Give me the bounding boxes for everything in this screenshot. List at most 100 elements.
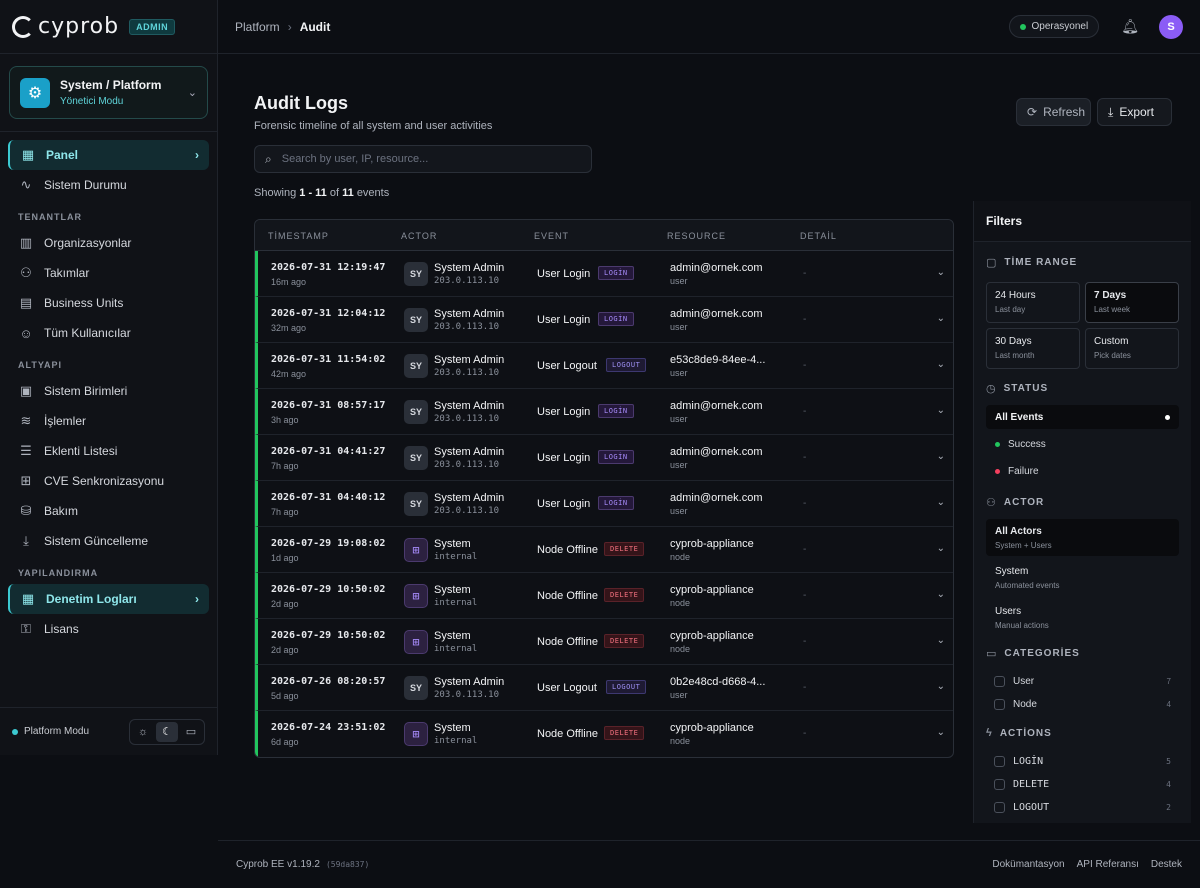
column-header[interactable]: EVENT (534, 231, 570, 241)
action-delete[interactable]: DELETE 4 (974, 773, 1191, 796)
sidebar-item-cve-senkronizasyonu[interactable]: ⊞ CVE Senkronizasyonu (8, 466, 209, 496)
time-range-30d[interactable]: 30 Days Last month (986, 328, 1080, 369)
sidebar-item-lisans[interactable]: ⚿ Lisans (8, 614, 209, 644)
actor-all[interactable]: All Actors System + Users (986, 519, 1179, 556)
export-button[interactable]: ⤓ Export (1097, 98, 1172, 126)
timestamp: 2026-07-31 08:57:17 (271, 400, 386, 411)
table-row[interactable]: 2026-07-31 04:41:27 7h ago SY System Adm… (255, 435, 953, 481)
chevron-down-icon[interactable]: ⌄ (936, 681, 945, 692)
resource-type: user (670, 368, 688, 378)
status-failure[interactable]: Failure (986, 459, 1179, 483)
sidebar-item-bakim[interactable]: ⛁ Bakım (8, 496, 209, 526)
search-input[interactable] (281, 153, 572, 165)
breadcrumb-item[interactable]: Platform (235, 19, 280, 34)
chevron-down-icon[interactable]: ⌄ (936, 497, 945, 508)
chevron-down-icon[interactable]: ⌄ (936, 589, 945, 600)
support-link[interactable]: Destek (1150, 859, 1182, 870)
avatar[interactable]: S (1159, 14, 1183, 39)
event-name: Node Offline (537, 590, 598, 602)
column-header[interactable]: DETAİL (800, 231, 837, 241)
action-login[interactable]: LOGİN 5 (974, 750, 1191, 773)
brand-logo[interactable]: cyprob (12, 14, 119, 39)
table-row[interactable]: 2026-07-29 10:50:02 2d ago ⊞ System inte… (255, 573, 953, 619)
category-user[interactable]: User 7 (974, 670, 1191, 693)
event-name: User Logout (537, 682, 597, 694)
chevron-down-icon[interactable]: ⌄ (936, 543, 945, 554)
docs-link[interactable]: Dokümantasyon (992, 859, 1065, 870)
checkbox[interactable] (994, 802, 1005, 813)
cpu-icon: ⊞ (404, 538, 428, 562)
sidebar-item-sistem-birimleri[interactable]: ▣ Sistem Birimleri (8, 376, 209, 406)
chevron-down-icon[interactable]: ⌄ (936, 267, 945, 278)
detail-value: - (803, 406, 807, 417)
time-range-custom[interactable]: Custom Pick dates (1085, 328, 1179, 369)
sidebar-item-tum-kullanicilar[interactable]: ☺ Tüm Kullanıcılar (8, 318, 209, 348)
refresh-label: Refresh (1043, 105, 1086, 119)
table-row[interactable]: 2026-07-31 11:54:02 42m ago SY System Ad… (255, 343, 953, 389)
actor-source: 203.0.113.10 (434, 276, 500, 286)
bell-icon[interactable]: 🔔︎ (1121, 18, 1139, 34)
action-logout[interactable]: LOGOUT 2 (974, 796, 1191, 819)
time-range-7d[interactable]: 7 Days Last week (1085, 282, 1179, 323)
sidebar-item-takimlar[interactable]: ⚇ Takımlar (8, 258, 209, 288)
chevron-down-icon[interactable]: ⌄ (936, 727, 945, 738)
table-row[interactable]: 2026-07-31 04:40:12 7h ago SY System Adm… (255, 481, 953, 527)
time-range-options: 24 Hours Last day 7 Days Last week 30 Days… (974, 282, 1191, 369)
checkbox[interactable] (994, 779, 1005, 790)
context-switcher[interactable]: ⚙ System / Platform Yönetici Modu ⌄ (9, 66, 208, 119)
status-all-events[interactable]: All Events (986, 405, 1179, 429)
resource-name: admin@ornek.com (670, 446, 763, 458)
table-row[interactable]: 2026-07-31 12:04:12 32m ago SY System Ad… (255, 297, 953, 343)
actor-avatar: SY (404, 308, 428, 332)
checkbox[interactable] (994, 676, 1005, 687)
sidebar-item-business-units[interactable]: ▤ Business Units (8, 288, 209, 318)
sidebar-item-sistem-durumu[interactable]: ∿ Sistem Durumu (8, 170, 209, 200)
table-row[interactable]: 2026-07-29 19:08:02 1d ago ⊞ System inte… (255, 527, 953, 573)
sun-icon[interactable]: ☼ (137, 725, 149, 738)
timestamp: 2026-07-24 23:51:02 (271, 722, 386, 733)
selected-dot (1165, 414, 1170, 420)
chevron-down-icon[interactable]: ⌄ (936, 451, 945, 462)
event-tag: DELETE (604, 542, 645, 556)
detail-value: - (803, 498, 807, 509)
table-row[interactable]: 2026-07-29 10:50:02 2d ago ⊞ System inte… (255, 619, 953, 665)
table-row[interactable]: 2026-07-26 08:20:57 5d ago SY System Adm… (255, 665, 953, 711)
monitor-icon[interactable]: ▭ (185, 726, 197, 738)
category-node[interactable]: Node 4 (974, 693, 1191, 716)
download-icon: ⤓ (1108, 104, 1114, 119)
column-header[interactable]: RESOURCE (667, 231, 727, 241)
chevron-down-icon[interactable]: ⌄ (936, 635, 945, 646)
actor-name: System Admin (434, 354, 505, 366)
chevron-down-icon[interactable]: ⌄ (936, 313, 945, 324)
filters-title: Filters (974, 201, 1191, 242)
actor-system[interactable]: System Automated events (995, 566, 1060, 590)
time-range-24h[interactable]: 24 Hours Last day (986, 282, 1080, 323)
sidebar-item-denetim-loglari[interactable]: ▦ Denetim Logları › (8, 584, 209, 614)
table-row[interactable]: 2026-07-31 08:57:17 3h ago SY System Adm… (255, 389, 953, 435)
status-badge[interactable]: Operasyonel (1008, 15, 1100, 38)
status-success[interactable]: Success (986, 432, 1179, 456)
sidebar-item-panel[interactable]: ▦ Panel › (8, 140, 209, 170)
event-tag: DELETE (604, 634, 645, 648)
checkbox[interactable] (994, 699, 1005, 710)
sidebar-item-eklenti-listesi[interactable]: ☰ Eklenti Listesi (8, 436, 209, 466)
moon-icon[interactable]: ☾ (156, 721, 178, 742)
sidebar-item-label: Panel (46, 148, 79, 162)
api-reference-link[interactable]: API Referansı (1076, 859, 1139, 870)
sidebar-item-organizasyonlar[interactable]: ▥ Organizasyonlar (8, 228, 209, 258)
checkbox[interactable] (994, 756, 1005, 767)
refresh-button[interactable]: ⟳ Refresh (1016, 98, 1091, 126)
table-row[interactable]: 2026-07-31 12:19:47 16m ago SY System Ad… (255, 251, 953, 297)
column-header[interactable]: ACTOR (401, 231, 438, 241)
sidebar-item-label: Organizasyonlar (44, 236, 132, 250)
chevron-down-icon[interactable]: ⌄ (936, 405, 945, 416)
sidebar-item-islemler[interactable]: ≋ İşlemler (8, 406, 209, 436)
actor-users[interactable]: Users Manual actions (995, 606, 1049, 630)
table-row[interactable]: 2026-07-24 23:51:02 6d ago ⊞ System inte… (255, 711, 953, 757)
resource-name: admin@ornek.com (670, 262, 763, 274)
event-name: User Login (537, 406, 591, 418)
resource-type: node (670, 736, 691, 746)
column-header[interactable]: TİMESTAMP (268, 231, 329, 241)
chevron-down-icon[interactable]: ⌄ (936, 359, 945, 370)
sidebar-item-sistem-guncelleme[interactable]: ⤓ Sistem Güncelleme (8, 526, 209, 556)
